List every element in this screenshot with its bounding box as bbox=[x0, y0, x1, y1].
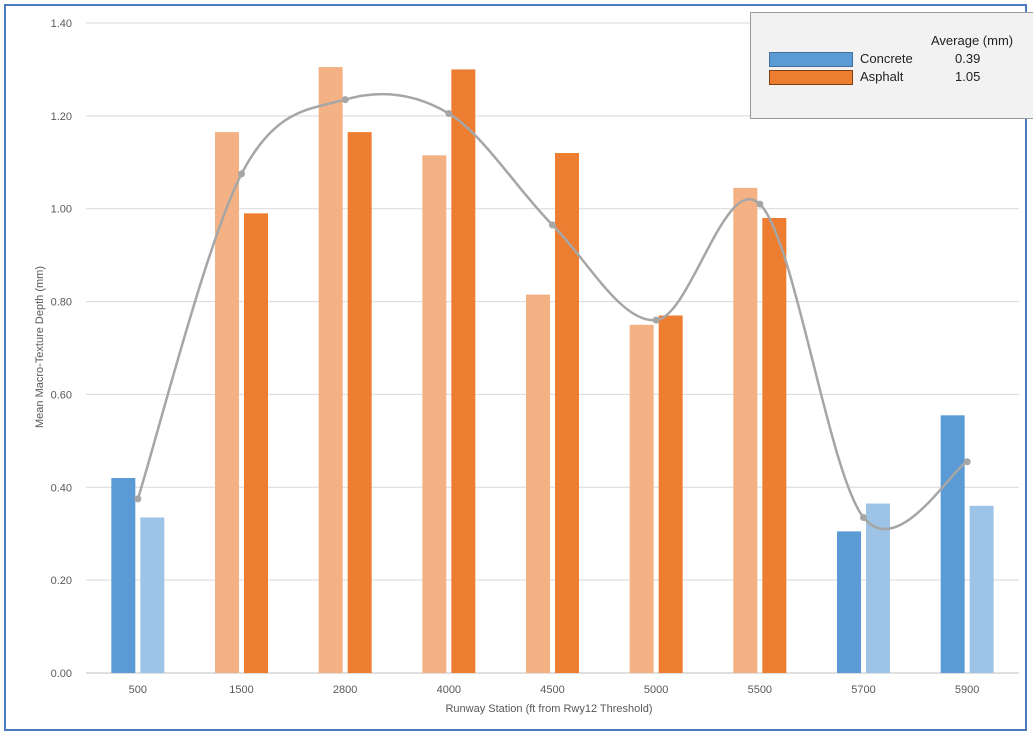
legend-average-concrete: 0.39 bbox=[955, 51, 981, 66]
trend-point bbox=[756, 200, 764, 208]
x-tick-label: 4500 bbox=[540, 684, 564, 696]
trend-point bbox=[134, 495, 142, 503]
bar bbox=[244, 213, 268, 673]
bar bbox=[318, 67, 343, 673]
x-tick-label: 2800 bbox=[333, 684, 357, 696]
y-tick-label: 0.00 bbox=[51, 668, 72, 680]
chart-frame: 0.00 0.20 0.40 0.60 0.80 1.00 1.20 1.40 500 1500… bbox=[4, 4, 1033, 731]
trend-point bbox=[549, 221, 556, 229]
bar bbox=[629, 324, 654, 673]
trend-line bbox=[134, 92, 971, 531]
bar bbox=[733, 187, 758, 674]
gridlines bbox=[86, 22, 1019, 674]
x-axis-title: Runway Station (ft from Rwy12 Threshold) bbox=[445, 703, 652, 715]
bar bbox=[140, 517, 165, 673]
bar bbox=[969, 505, 994, 673]
legend-label-concrete: Concrete bbox=[860, 51, 913, 66]
x-tick-label: 5000 bbox=[644, 684, 668, 696]
bar bbox=[422, 155, 447, 674]
bar bbox=[451, 69, 476, 673]
x-tick-label: 5700 bbox=[851, 684, 875, 696]
bar bbox=[526, 294, 550, 673]
y-tick-label: 0.80 bbox=[51, 297, 72, 309]
bar bbox=[215, 132, 239, 673]
x-tick-label: 5500 bbox=[748, 684, 772, 696]
trend-point bbox=[860, 513, 867, 521]
x-tick-label: 5900 bbox=[955, 684, 979, 696]
bar bbox=[111, 478, 136, 673]
trend-point bbox=[238, 170, 245, 178]
bar bbox=[347, 132, 372, 673]
legend-label-asphalt: Asphalt bbox=[860, 69, 904, 84]
x-tick-label: 1500 bbox=[229, 684, 253, 696]
y-tick-label: 0.40 bbox=[51, 482, 72, 494]
bar bbox=[866, 503, 890, 673]
legend-swatch-concrete bbox=[769, 52, 853, 67]
trend-point bbox=[341, 96, 349, 104]
legend: Average (mm) Concrete 0.39 Asphalt 1.05 bbox=[750, 12, 1033, 119]
trend-curve bbox=[136, 92, 968, 531]
bar bbox=[762, 218, 787, 673]
y-axis-title: Mean Macro-Texture Depth (mm) bbox=[34, 266, 46, 428]
y-tick-label: 1.40 bbox=[51, 18, 72, 30]
legend-swatch-asphalt bbox=[769, 70, 853, 85]
x-tick-label: 4000 bbox=[437, 684, 461, 696]
y-tick-label: 1.20 bbox=[51, 111, 72, 123]
trend-point bbox=[963, 458, 971, 466]
trend-point bbox=[652, 316, 660, 324]
bars bbox=[111, 67, 994, 674]
bar bbox=[837, 531, 861, 673]
legend-average-asphalt: 1.05 bbox=[955, 69, 981, 84]
bar-chart: 0.00 0.20 0.40 0.60 0.80 1.00 1.20 1.40 500 1500… bbox=[34, 18, 1019, 715]
y-tick-label: 0.20 bbox=[51, 575, 72, 587]
y-axis-ticks: 0.00 0.20 0.40 0.60 0.80 1.00 1.20 1.40 bbox=[51, 18, 72, 680]
bar bbox=[940, 415, 965, 673]
x-tick-label: 500 bbox=[129, 684, 147, 696]
bar bbox=[658, 315, 683, 673]
trend-point bbox=[445, 110, 453, 118]
y-tick-label: 1.00 bbox=[51, 204, 72, 216]
legend-header: Average (mm) bbox=[931, 33, 1014, 48]
x-axis-ticks: 500 1500 2800 4000 4500 5000 5500 5700 5900 bbox=[129, 684, 980, 696]
y-tick-label: 0.60 bbox=[51, 389, 72, 401]
